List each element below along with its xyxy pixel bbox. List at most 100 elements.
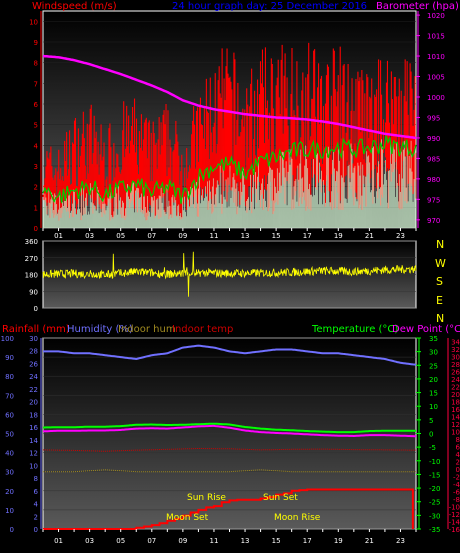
tick-rain-10: 10 [29, 462, 38, 470]
tick-temp-5: 5 [429, 417, 433, 425]
astro-moon-set: Moon Set [166, 513, 209, 523]
indoor-hum-line [43, 469, 416, 473]
tick-wind-0: 0 [34, 225, 38, 233]
tick-temp--35: -35 [429, 526, 440, 534]
tick-rain-18: 18 [29, 411, 38, 419]
label-rainfall: Rainfall (mm) [2, 324, 70, 335]
humidity-line [43, 344, 417, 366]
xtick-top-19: 19 [334, 232, 343, 240]
tick-dir-360: 360 [25, 238, 38, 246]
astro-sun-set: Sun Set [263, 493, 298, 503]
tick-rain-16: 16 [29, 424, 38, 432]
compass-n-2: N [436, 312, 444, 325]
tick-dir-270: 270 [25, 255, 38, 263]
tick-hum-90: 90 [5, 354, 14, 362]
tick-dew--4: -4 [453, 481, 460, 489]
xtick-top-01: 01 [54, 232, 63, 240]
tick-baro-1005: 1005 [427, 74, 445, 82]
xtick-bottom-01: 01 [54, 537, 63, 545]
tick-dew-10: 10 [451, 429, 460, 437]
xtick-bottom-03: 03 [85, 537, 94, 545]
xtick-bottom-07: 07 [147, 537, 156, 545]
astro-sun-rise: Sun Rise [187, 493, 226, 503]
tick-dew-6: 6 [456, 444, 460, 452]
title-barometer: Barometer (hpa) [376, 1, 459, 12]
title-windspeed: Windspeed (m/s) [32, 1, 117, 12]
tick-rain-30: 30 [29, 335, 38, 343]
xtick-top-15: 15 [272, 232, 281, 240]
tick-dew-28: 28 [451, 361, 460, 369]
label-temperature: Temperature (°C) [311, 324, 398, 335]
tick-hum-100: 100 [1, 335, 14, 343]
tick-dew--10: -10 [449, 504, 460, 512]
tick-dew-20: 20 [451, 391, 460, 399]
tick-rain-14: 14 [29, 437, 38, 445]
tick-baro-985: 985 [427, 155, 440, 163]
tick-hum-10: 10 [5, 507, 14, 515]
tick-dew--6: -6 [453, 489, 460, 497]
tick-dew-30: 30 [451, 354, 460, 362]
tick-baro-990: 990 [427, 135, 440, 143]
temp-hum-series [43, 344, 417, 530]
wind-avg-line [42, 135, 417, 204]
xtick-bottom-05: 05 [116, 537, 125, 545]
tick-hum-80: 80 [5, 373, 14, 381]
tick-hum-20: 20 [5, 488, 14, 496]
tick-rain-0: 0 [34, 526, 38, 534]
tick-temp--5: -5 [429, 444, 436, 452]
tick-dir-0: 0 [34, 305, 38, 313]
tick-dew-8: 8 [456, 436, 460, 444]
xtick-bottom-13: 13 [241, 537, 250, 545]
tick-hum-0: 0 [10, 526, 14, 534]
tick-wind-3: 3 [34, 163, 38, 171]
tick-wind-8: 8 [34, 60, 38, 68]
tick-wind-7: 7 [34, 80, 38, 88]
xtick-top-05: 05 [116, 232, 125, 240]
tick-temp--15: -15 [429, 471, 440, 479]
tick-wind-6: 6 [34, 101, 39, 109]
tick-dew-18: 18 [451, 399, 460, 407]
label-indoor-hum: Indoor hum [118, 324, 176, 335]
tick-dew-22: 22 [451, 384, 460, 392]
tick-dew-2: 2 [456, 459, 460, 467]
tick-dew--2: -2 [453, 474, 460, 482]
temperature-line [43, 422, 416, 434]
tick-rain-24: 24 [29, 373, 38, 381]
tick-rain-8: 8 [34, 475, 38, 483]
xtick-top-09: 09 [178, 232, 187, 240]
tick-dew-14: 14 [451, 414, 460, 422]
label-dew-point: Dew Point (°C) [392, 324, 460, 335]
tick-rain-26: 26 [29, 360, 38, 368]
tick-temp-25: 25 [429, 362, 438, 370]
tick-rain-28: 28 [29, 348, 38, 356]
tick-hum-40: 40 [5, 450, 14, 458]
wind-avg-series [42, 135, 417, 204]
tick-baro-970: 970 [427, 217, 440, 225]
tick-dew-16: 16 [451, 406, 460, 414]
tick-temp-15: 15 [429, 390, 438, 398]
wind-direction-series [42, 251, 417, 297]
tick-rain-2: 2 [34, 513, 38, 521]
tick-baro-995: 995 [427, 114, 440, 122]
xtick-top-13: 13 [241, 232, 250, 240]
astro-moon-rise: Moon Rise [274, 513, 321, 523]
rainfall-line [43, 488, 414, 530]
compass-e: E [436, 294, 443, 307]
xtick-top-11: 11 [209, 232, 218, 240]
tick-dew-4: 4 [456, 451, 460, 459]
xtick-top-23: 23 [396, 232, 405, 240]
tick-temp-0: 0 [429, 431, 433, 439]
tick-baro-1020: 1020 [427, 12, 445, 20]
tick-wind-9: 9 [34, 39, 38, 47]
label-indoor-temp: Indoor temp [172, 324, 233, 335]
tick-wind-1: 1 [34, 204, 38, 212]
tick-dir-90: 90 [29, 288, 38, 296]
title-graph-day: 24 hour graph day: 25 December 2016 [172, 1, 367, 12]
barometer-series [42, 54, 417, 140]
xtick-top-03: 03 [85, 232, 94, 240]
tick-temp-10: 10 [429, 403, 438, 411]
tick-rain-4: 4 [34, 501, 39, 509]
tick-temp--10: -10 [429, 458, 440, 466]
tick-wind-4: 4 [34, 142, 39, 150]
